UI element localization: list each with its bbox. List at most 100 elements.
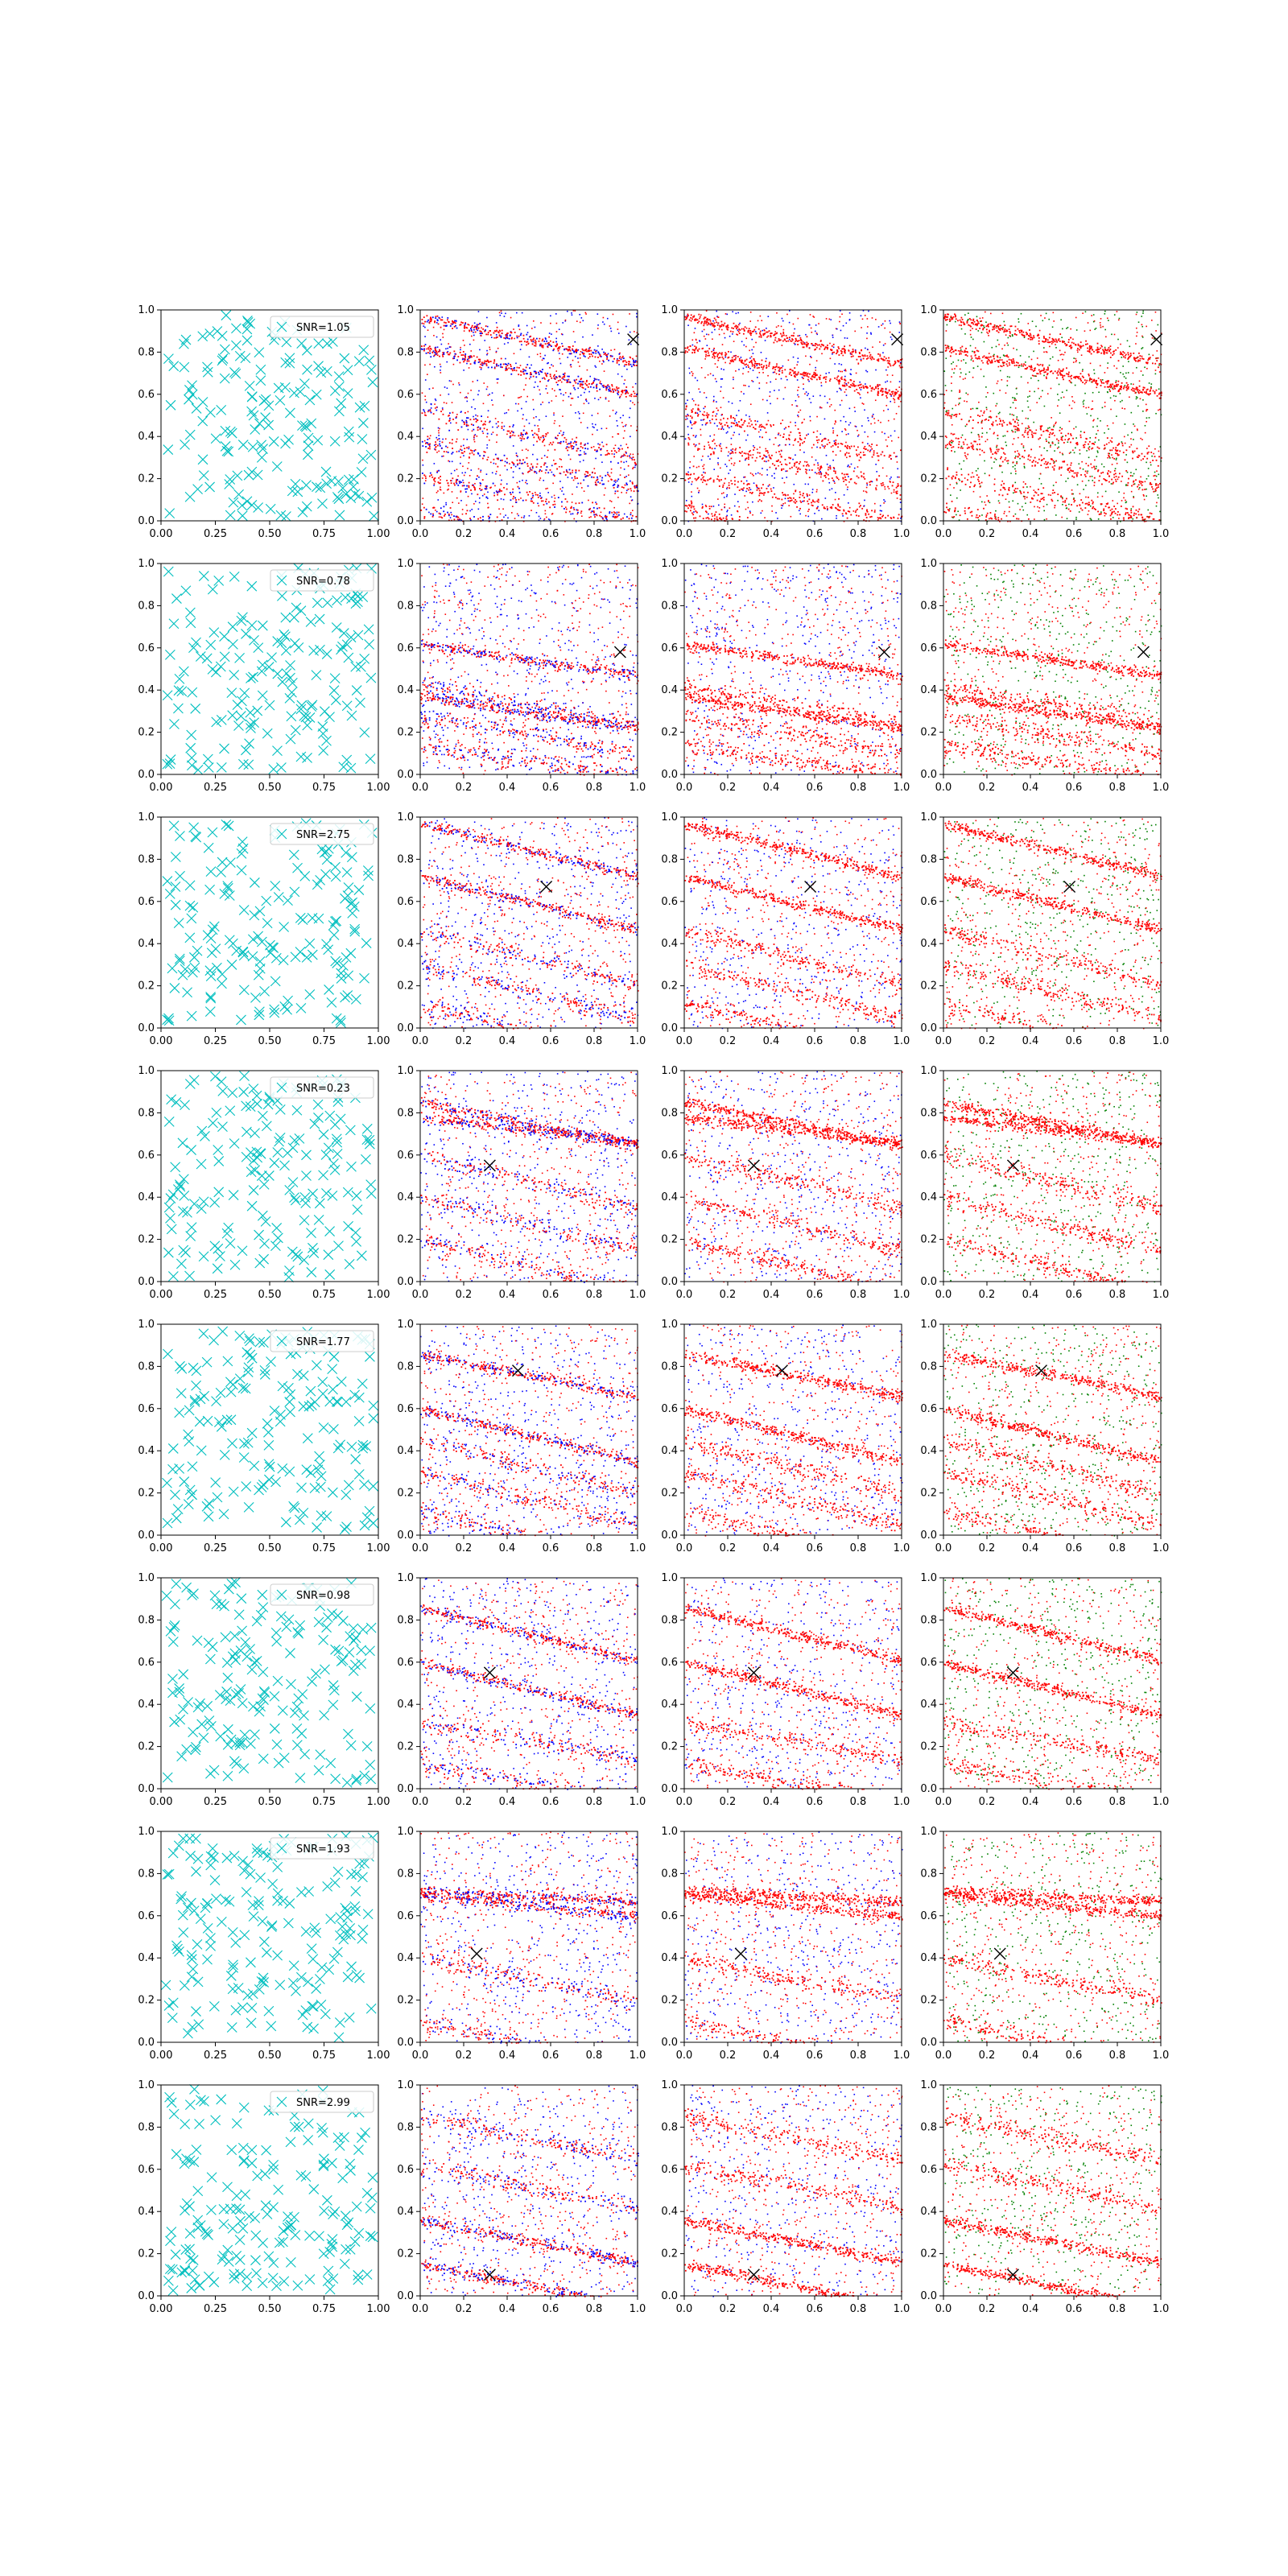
band-point xyxy=(562,345,564,347)
band-point xyxy=(589,386,592,388)
sample-point xyxy=(467,468,469,469)
sample-point xyxy=(545,436,547,437)
sample-point xyxy=(760,352,762,353)
sample-point xyxy=(442,408,444,411)
band-point xyxy=(829,378,832,380)
band-point xyxy=(844,453,847,456)
band-point xyxy=(850,384,852,386)
sample-point xyxy=(1143,498,1146,501)
band-point xyxy=(625,389,626,391)
band-point xyxy=(520,434,522,436)
candidate-point xyxy=(353,356,365,367)
sample-point xyxy=(506,483,508,485)
band-point xyxy=(473,418,475,420)
band-point xyxy=(597,479,599,481)
sample-point xyxy=(588,390,590,393)
band-point xyxy=(763,454,765,456)
band-point xyxy=(428,437,431,440)
band-point xyxy=(875,487,877,489)
band-point xyxy=(534,471,536,473)
sample-point xyxy=(693,511,695,513)
sample-point xyxy=(435,316,437,317)
sample-point xyxy=(564,506,567,508)
sample-point xyxy=(699,317,700,320)
sample-point xyxy=(450,346,452,348)
sample-point xyxy=(716,401,717,402)
candidate-point xyxy=(280,357,291,368)
sample-point xyxy=(890,400,892,402)
sample-point xyxy=(525,448,527,450)
sample-point xyxy=(877,326,880,328)
sample-point xyxy=(1108,428,1109,430)
band-point xyxy=(717,322,720,324)
band-point xyxy=(713,347,716,349)
band-point xyxy=(522,370,525,373)
sample-point xyxy=(456,497,458,499)
band-point xyxy=(579,385,581,387)
band-point xyxy=(465,423,468,426)
band-point xyxy=(595,350,597,353)
band-point xyxy=(826,444,828,445)
sample-point xyxy=(882,352,884,354)
band-point xyxy=(593,380,595,382)
sample-point xyxy=(1121,407,1124,409)
band-point xyxy=(704,316,706,319)
sample-point xyxy=(730,463,733,464)
band-point xyxy=(708,441,709,444)
band-point xyxy=(588,382,590,385)
band-point xyxy=(856,358,858,361)
sample-point xyxy=(537,386,539,387)
band-point xyxy=(497,465,499,468)
sample-point xyxy=(882,410,885,412)
sample-point xyxy=(584,398,587,401)
band-point xyxy=(695,403,697,406)
sample-point xyxy=(449,517,452,518)
sample-point xyxy=(630,496,632,497)
band-point xyxy=(839,506,841,508)
sample-point xyxy=(857,436,859,437)
candidate-point xyxy=(225,510,236,521)
sample-point xyxy=(1113,477,1115,478)
sample-point xyxy=(512,445,514,447)
band-point xyxy=(596,450,597,452)
band-point xyxy=(511,336,513,339)
band-point xyxy=(577,511,579,514)
band-point xyxy=(496,516,498,518)
band-point xyxy=(614,479,617,481)
band-point xyxy=(844,348,845,350)
sample-point xyxy=(464,322,467,324)
band-point xyxy=(625,451,627,453)
band-point xyxy=(766,488,768,489)
sample-point xyxy=(762,372,764,374)
sample-point xyxy=(448,343,449,345)
sample-point xyxy=(481,494,484,497)
band-point xyxy=(701,321,703,323)
band-point xyxy=(779,461,782,463)
sample-point xyxy=(811,491,814,493)
y-tick-label: 1.0 xyxy=(661,304,678,316)
sample-point xyxy=(578,454,580,456)
sample-point xyxy=(609,389,611,391)
sample-point xyxy=(721,378,724,380)
band-point xyxy=(691,411,693,413)
band-point xyxy=(613,456,616,458)
band-point xyxy=(442,355,444,357)
sample-point xyxy=(496,378,498,380)
sample-point xyxy=(616,480,618,482)
sample-point xyxy=(1058,383,1060,386)
sample-point xyxy=(716,407,718,409)
band-point xyxy=(568,349,570,351)
band-point xyxy=(602,445,605,448)
sample-point xyxy=(712,395,715,398)
band-point xyxy=(583,355,585,357)
candidate-point xyxy=(219,344,230,355)
sample-point xyxy=(703,335,705,337)
sample-point xyxy=(865,347,866,349)
sample-point xyxy=(725,432,728,434)
sample-point xyxy=(818,473,820,475)
band-point xyxy=(811,374,814,377)
sample-point xyxy=(428,511,430,514)
sample-point xyxy=(1036,373,1038,374)
sample-point xyxy=(487,410,489,412)
band-point xyxy=(720,325,723,328)
